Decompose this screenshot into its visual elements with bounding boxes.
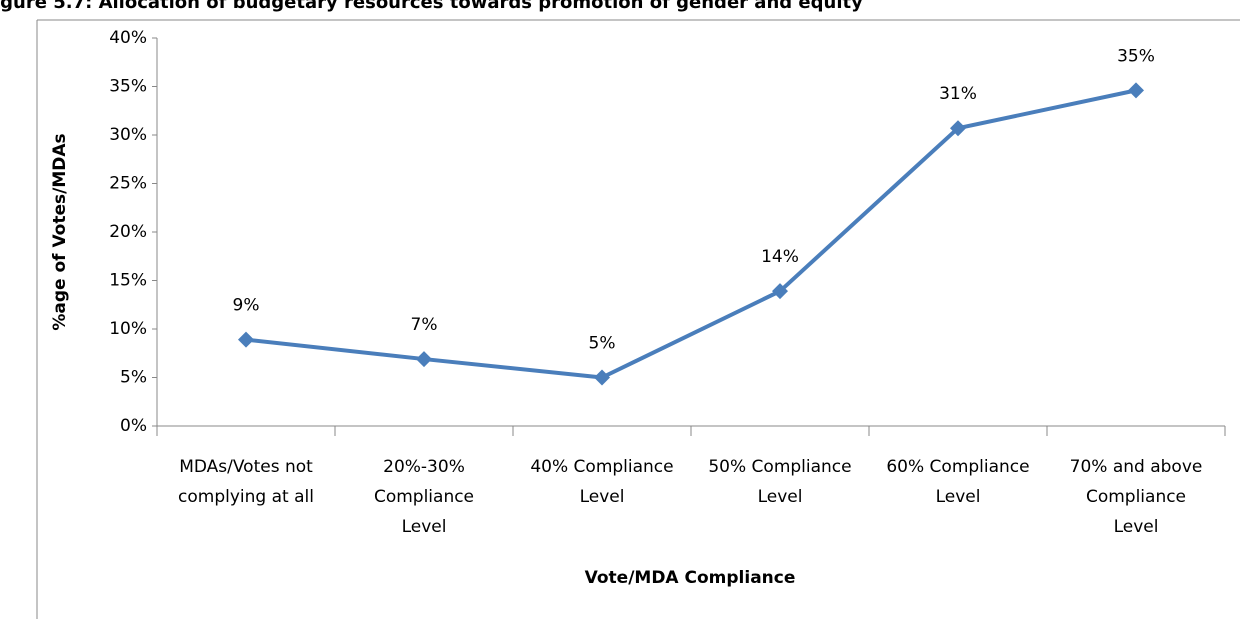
marker [1128, 82, 1144, 99]
x-tick-label: 40% Compliance Level [530, 457, 673, 507]
y-tick-label: 10% [109, 319, 147, 339]
y-axis-title: %age of Votes/MDAs [50, 133, 70, 330]
y-tick-label: 5% [120, 368, 147, 388]
y-tick-label: 0% [120, 416, 147, 436]
marker [594, 369, 610, 386]
data-label: 14% [761, 247, 799, 267]
marker [238, 331, 254, 348]
y-tick-label: 20% [109, 222, 147, 242]
line [245, 88, 1137, 380]
data-label: 9% [233, 296, 260, 316]
marker [772, 283, 788, 300]
marker [416, 351, 432, 368]
x-tick-label: MDAs/Votes not complying at all [178, 457, 314, 507]
y-tick-label: 40% [109, 28, 147, 48]
chart-title: igure 5.7: Allocation of budgetary resou… [0, 0, 863, 13]
y-tick-label: 25% [109, 174, 147, 194]
x-tick-label: 50% Compliance Level [708, 457, 851, 507]
marker [950, 120, 966, 137]
y-tick-label: 30% [109, 125, 147, 145]
data-label: 35% [1117, 46, 1155, 66]
x-tick-label: 60% Compliance Level [886, 457, 1029, 507]
x-tick-label: 70% and above Compliance Level [1070, 457, 1203, 537]
y-tick-label: 35% [109, 77, 147, 97]
x-tick-label: 20%-30% Compliance Level [374, 457, 474, 537]
data-label: 5% [589, 334, 616, 354]
data-label: 31% [939, 84, 977, 104]
data-label: 7% [411, 315, 438, 335]
y-tick-label: 15% [109, 271, 147, 291]
x-axis-title: Vote/MDA Compliance [585, 568, 796, 588]
